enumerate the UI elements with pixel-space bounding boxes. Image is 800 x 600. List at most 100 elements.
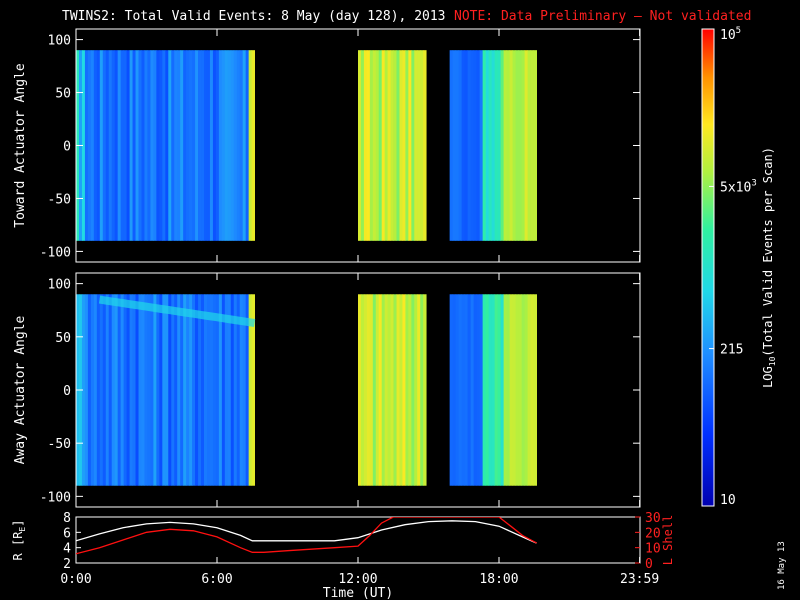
- heatmap-column: [518, 50, 523, 241]
- heatmap-column: [248, 50, 253, 241]
- heatmap-column: [162, 50, 166, 241]
- heatmap-column: [150, 50, 154, 241]
- heatmap-column: [165, 294, 169, 486]
- heatmap-column: [467, 50, 472, 241]
- x-tick-label: 12:00: [338, 572, 377, 587]
- heatmap-column: [408, 294, 412, 486]
- heatmap-column: [117, 50, 122, 241]
- y-tick-label: 2: [63, 557, 71, 572]
- heatmap-column: [482, 294, 487, 486]
- heatmap-column: [132, 294, 136, 486]
- heatmap-column: [108, 50, 113, 241]
- heatmap-column: [96, 294, 101, 486]
- heatmap-column: [183, 294, 187, 486]
- heatmap-column: [186, 294, 190, 486]
- heatmap-column: [363, 50, 368, 241]
- heatmap-column: [452, 50, 457, 241]
- heatmap-column: [123, 294, 128, 486]
- heatmap-column: [420, 50, 424, 241]
- y-right-tick-label: 20: [645, 526, 661, 541]
- heatmap-column: [470, 50, 475, 241]
- heatmap-column: [150, 294, 154, 486]
- heatmap-column: [159, 50, 163, 241]
- x-tick-label: 23:59: [620, 572, 659, 587]
- heatmap-column: [156, 50, 160, 241]
- heatmap-column: [132, 50, 136, 241]
- heatmap-column: [461, 50, 466, 241]
- heatmap-column: [402, 294, 406, 486]
- date-stamp: 16 May 13: [777, 541, 787, 590]
- heatmap-column: [221, 294, 226, 486]
- heatmap-column: [141, 50, 145, 241]
- heatmap-column: [233, 50, 238, 241]
- heatmap-column: [458, 50, 463, 241]
- heatmap-column: [189, 50, 193, 241]
- y-tick-label: 50: [55, 87, 71, 102]
- heatmap-column: [375, 294, 380, 486]
- heatmap-column: [171, 50, 175, 241]
- heatmap-column: [212, 294, 217, 486]
- heatmap-column: [186, 50, 190, 241]
- heatmap-column: [399, 50, 403, 241]
- heatmap-column: [102, 50, 107, 241]
- y-axis-label: Away Actuator Angle: [13, 315, 28, 464]
- heatmap-column: [102, 294, 107, 486]
- heatmap-column: [192, 50, 196, 241]
- x-tick-label: 6:00: [201, 572, 232, 587]
- heatmap-column: [129, 50, 133, 241]
- heatmap-column: [384, 294, 389, 486]
- heatmap-column: [485, 294, 490, 486]
- heatmap-column: [227, 50, 232, 241]
- heatmap-column: [201, 50, 205, 241]
- heatmap-column: [81, 294, 86, 486]
- heatmap-column: [512, 50, 517, 241]
- heatmap-column: [372, 50, 377, 241]
- heatmap-column: [90, 294, 95, 486]
- orbit-frame: [75, 516, 641, 564]
- heatmap-column: [209, 294, 214, 486]
- orbit-left-axis-label: R [RE]: [11, 520, 27, 561]
- heatmap-column: [108, 294, 113, 486]
- heatmap-column: [387, 50, 391, 241]
- heatmap-column: [206, 50, 211, 241]
- heatmap-column: [221, 50, 226, 241]
- heatmap-column: [414, 50, 418, 241]
- heatmap-column: [473, 50, 478, 241]
- heatmap-column: [360, 294, 365, 486]
- heatmap-column: [218, 50, 223, 241]
- heatmap-column: [120, 294, 125, 486]
- heatmap-column: [524, 50, 529, 241]
- heatmap-column: [144, 294, 148, 486]
- heatmap-column: [230, 294, 235, 486]
- heatmap-column: [482, 50, 487, 241]
- heatmap-column: [494, 294, 499, 486]
- heatmap-column: [99, 50, 104, 241]
- y-right-tick-label: 30: [645, 511, 661, 526]
- y-axis-label: Toward Actuator Angle: [13, 63, 28, 228]
- y-tick-label: -50: [48, 437, 71, 452]
- heatmap-column: [414, 294, 418, 486]
- heatmap-column: [126, 294, 130, 486]
- orbit-right-axis-label: L Shell: [661, 515, 675, 566]
- lshell-series-line: [76, 517, 537, 555]
- heatmap-column: [251, 50, 255, 241]
- heatmap-column: [135, 50, 139, 241]
- heatmap-column: [239, 50, 244, 241]
- heatmap-column: [204, 50, 208, 241]
- heatmap-column: [180, 294, 184, 486]
- heatmap-column: [81, 50, 86, 241]
- heatmap-column: [369, 294, 374, 486]
- heatmap-column: [396, 50, 400, 241]
- heatmap-segment: [449, 50, 537, 241]
- y-tick-label: 100: [48, 278, 71, 293]
- heatmap-column: [396, 294, 400, 486]
- heatmap-column: [479, 294, 484, 486]
- heatmap-column: [473, 294, 478, 486]
- heatmap-column: [156, 294, 160, 486]
- heatmap-column: [126, 50, 130, 241]
- heatmap-column: [84, 50, 89, 241]
- heatmap-column: [467, 294, 472, 486]
- heatmap-column: [402, 50, 406, 241]
- heatmap-column: [470, 294, 475, 486]
